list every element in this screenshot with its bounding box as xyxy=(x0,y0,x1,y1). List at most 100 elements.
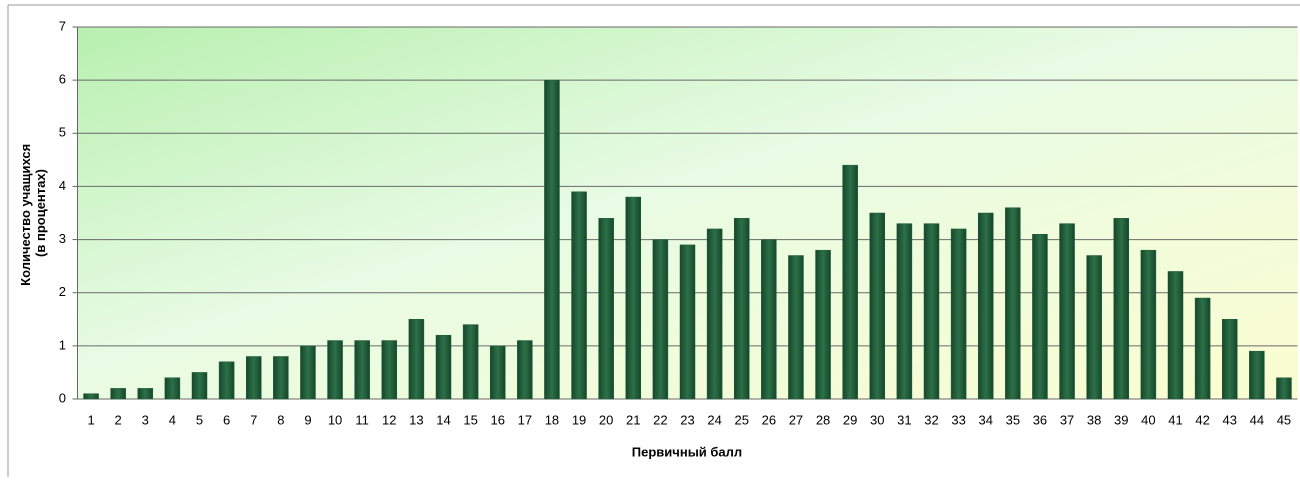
y-tick-label: 1 xyxy=(59,337,66,352)
x-tick-label: 36 xyxy=(1033,412,1047,427)
bar xyxy=(950,228,967,400)
bar xyxy=(896,223,913,400)
bar xyxy=(191,372,208,400)
bar xyxy=(706,228,723,400)
bar xyxy=(652,239,669,400)
bar xyxy=(517,340,533,400)
x-tick-label: 32 xyxy=(924,412,938,427)
x-tick-label: 13 xyxy=(409,412,423,427)
bar xyxy=(679,244,696,400)
bar xyxy=(1249,350,1265,400)
bar xyxy=(218,361,235,400)
x-tick-label: 42 xyxy=(1195,412,1209,427)
x-tick-label: 31 xyxy=(897,412,911,427)
bar xyxy=(1221,319,1238,400)
x-tick-label: 14 xyxy=(436,412,450,427)
bar xyxy=(83,393,99,400)
bar xyxy=(1005,207,1021,400)
bar xyxy=(245,356,262,400)
y-tick-label: 6 xyxy=(59,72,66,87)
x-tick-label: 3 xyxy=(142,412,149,427)
bar xyxy=(625,196,642,400)
bar xyxy=(300,345,316,400)
x-tick-label: 44 xyxy=(1250,412,1264,427)
x-tick-label: 27 xyxy=(789,412,803,427)
x-tick-label: 6 xyxy=(223,412,230,427)
bar xyxy=(977,212,994,400)
x-tick-label: 10 xyxy=(328,412,342,427)
x-tick-label: 4 xyxy=(169,412,176,427)
bar xyxy=(923,223,940,400)
y-tick-label: 5 xyxy=(59,125,66,140)
bar xyxy=(544,79,560,400)
x-tick-label: 33 xyxy=(951,412,965,427)
bar xyxy=(1059,223,1075,400)
bar xyxy=(1276,377,1292,400)
bar xyxy=(489,345,506,400)
bar xyxy=(327,340,343,400)
x-tick-label: 30 xyxy=(870,412,884,427)
x-tick-label: 17 xyxy=(518,412,532,427)
x-tick-label: 29 xyxy=(843,412,857,427)
bar xyxy=(571,191,587,400)
x-tick-label: 35 xyxy=(1006,412,1020,427)
x-tick-label: 25 xyxy=(734,412,748,427)
x-tick-label: 15 xyxy=(463,412,477,427)
bar xyxy=(110,388,126,400)
x-tick-label: 8 xyxy=(277,412,284,427)
x-tick-label: 37 xyxy=(1060,412,1074,427)
x-tick-label: 5 xyxy=(196,412,203,427)
x-axis-label: Первичный балл xyxy=(632,444,742,459)
y-axis-label-line: (в процентах) xyxy=(33,169,48,257)
bar xyxy=(1113,218,1130,400)
bar xyxy=(598,218,614,400)
x-tick-label: 23 xyxy=(680,412,694,427)
x-tick-label: 2 xyxy=(115,412,122,427)
y-axis-label-line: Количество учащихся xyxy=(18,144,33,286)
bar xyxy=(869,212,886,400)
bar xyxy=(408,319,425,400)
bar xyxy=(842,164,858,400)
x-tick-label: 38 xyxy=(1087,412,1101,427)
x-tick-label: 21 xyxy=(626,412,640,427)
y-axis-label: Количество учащихся (в процентах) xyxy=(18,140,48,286)
x-tick-label: 12 xyxy=(382,412,396,427)
x-tick-label: 26 xyxy=(762,412,776,427)
bar xyxy=(1140,249,1157,400)
y-tick-label: 3 xyxy=(59,231,66,246)
x-tick-label: 43 xyxy=(1222,412,1236,427)
bar xyxy=(733,218,750,400)
x-tick-label: 16 xyxy=(490,412,504,427)
bar xyxy=(1194,297,1211,400)
x-tick-label: 7 xyxy=(250,412,257,427)
x-tick-label: 34 xyxy=(978,412,992,427)
x-tick-label: 1 xyxy=(87,412,94,427)
bar xyxy=(164,377,181,400)
x-tick-label: 22 xyxy=(653,412,667,427)
bar xyxy=(1167,271,1184,400)
x-tick-label: 11 xyxy=(355,412,369,427)
x-tick-label: 19 xyxy=(572,412,586,427)
bar xyxy=(788,255,804,400)
x-tick-label: 20 xyxy=(599,412,613,427)
x-tick-label: 18 xyxy=(545,412,559,427)
y-tick-label: 0 xyxy=(59,390,66,405)
bar xyxy=(815,249,831,400)
x-tick-label: 28 xyxy=(816,412,830,427)
bar xyxy=(462,324,479,400)
bar xyxy=(381,340,398,400)
x-tick-label: 40 xyxy=(1141,412,1155,427)
bar xyxy=(354,340,370,400)
bar xyxy=(1032,234,1048,400)
x-tick-label: 45 xyxy=(1277,412,1291,427)
y-tick-label: 2 xyxy=(59,284,66,299)
bar xyxy=(435,334,452,400)
x-tick-label: 39 xyxy=(1114,412,1128,427)
bar xyxy=(273,356,289,400)
x-tick-label: 9 xyxy=(304,412,311,427)
y-tick-label: 7 xyxy=(59,18,66,33)
bar xyxy=(761,239,777,400)
x-tick-label: 24 xyxy=(707,412,721,427)
bar xyxy=(137,388,154,400)
